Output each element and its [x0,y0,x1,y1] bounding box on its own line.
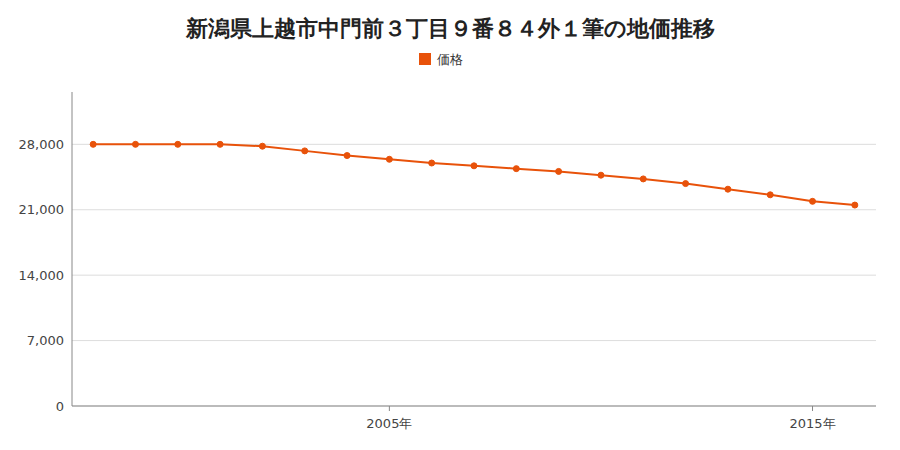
marker [217,141,223,147]
marker [640,176,646,182]
grid-line [72,340,876,341]
marker [259,143,265,149]
marker [683,181,689,187]
marker [471,163,477,169]
marker [386,156,392,162]
marker [598,172,604,178]
marker [556,168,562,174]
marker [767,192,773,198]
x-tick-label: 2015年 [789,416,835,431]
marker [175,141,181,147]
x-tick [389,406,390,411]
legend-label: 価格 [437,52,463,67]
marker [132,141,138,147]
line [93,144,855,205]
legend-swatch [419,53,431,65]
marker [302,148,308,154]
axes: 0 7,000 14,000 21,000 28,000 2005年 2015年 [19,92,877,431]
x-axis-line [72,406,876,407]
x-tick-label: 2005年 [366,416,412,431]
y-tick-label: 7,000 [27,333,64,348]
y-tick-label: 14,000 [19,268,65,283]
title: 新潟県上越市中門前３丁目９番８４外１筆の地価推移 [185,16,715,41]
grid-line [72,209,876,210]
marker [90,141,96,147]
x-tick [812,406,813,411]
y-tick-label: 0 [56,399,64,414]
y-tick-label: 28,000 [19,137,65,152]
y-axis-line [72,92,73,406]
y-grid [72,144,876,406]
marker [852,202,858,208]
y-tick-label: 21,000 [19,202,65,217]
background [0,0,900,450]
grid-line [72,275,876,276]
chart: 新潟県上越市中門前３丁目９番８４外１筆の地価推移 0 7,000 14,000 21,0… [0,0,900,450]
plot-area [90,141,858,208]
marker [810,198,816,204]
marker [344,153,350,159]
grid-line [72,406,876,407]
legend: 価格 [419,52,463,67]
marker [513,166,519,172]
marker [725,186,731,192]
marker [429,160,435,166]
